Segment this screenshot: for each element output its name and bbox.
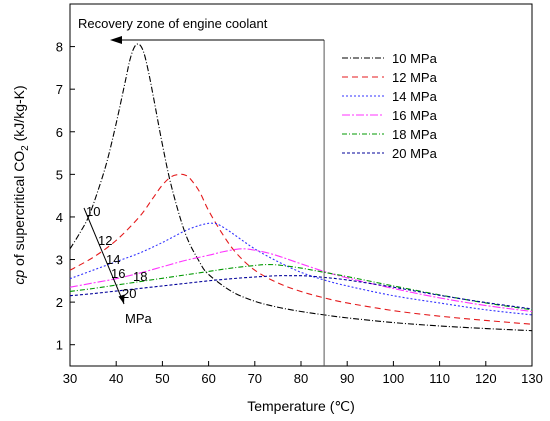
series-curves <box>69 43 533 332</box>
series-line-6 <box>69 275 533 310</box>
y-tick-label: 3 <box>56 253 63 268</box>
x-tick-label: 100 <box>383 371 405 386</box>
y-axis-title: cp of supercritical CO2 (kJ/kg-K) <box>11 85 31 284</box>
y-tick-label: 4 <box>56 210 63 225</box>
y-tick-label: 5 <box>56 167 63 182</box>
x-tick-label: 120 <box>475 371 497 386</box>
pressure-label: 10 <box>86 204 100 219</box>
pressure-unit-label: MPa <box>125 311 153 326</box>
pressure-label: 16 <box>111 266 125 281</box>
series-line-3 <box>69 222 533 316</box>
x-tick-label: 30 <box>63 371 77 386</box>
y-axis-title-symbol: cp <box>11 270 27 285</box>
x-tick-label: 70 <box>248 371 262 386</box>
series-line-4 <box>69 248 533 313</box>
x-tick-label: 110 <box>429 371 450 386</box>
x-tick-label: 90 <box>340 371 354 386</box>
x-tick-label: 40 <box>109 371 123 386</box>
y-tick-label: 1 <box>56 338 63 353</box>
pressure-label: 20 <box>122 286 136 301</box>
legend: 10 MPa 12 MPa 14 MPa 16 MPa 18 MPa 20 MPa <box>342 51 438 161</box>
y-axis-ticks: 1 2 3 4 5 6 7 8 <box>56 40 75 353</box>
y-tick-label: 8 <box>56 40 63 55</box>
legend-label: 12 MPa <box>392 70 438 85</box>
pressure-label: 12 <box>98 233 112 248</box>
y-axis-title-unit: (kJ/kg-K) <box>11 85 27 145</box>
x-tick-label: 60 <box>201 371 215 386</box>
y-axis-title-main: of supercritical CO <box>11 151 27 270</box>
y-axis-title-subscript: 2 <box>20 145 31 151</box>
pressure-arrow-line <box>83 207 125 305</box>
y-tick-label: 6 <box>56 125 63 140</box>
legend-label: 20 MPa <box>392 146 438 161</box>
recovery-zone-label: Recovery zone of engine coolant <box>78 16 268 31</box>
y-tick-label: 7 <box>56 82 63 97</box>
x-tick-label: 130 <box>521 371 543 386</box>
pressure-label: 14 <box>106 252 120 267</box>
legend-label: 16 MPa <box>392 108 438 123</box>
pressure-arrowhead <box>118 294 125 304</box>
series-line-2 <box>69 173 533 325</box>
pressure-label: 18 <box>133 269 147 284</box>
x-axis-title: Temperature (℃) <box>247 398 355 414</box>
legend-label: 14 MPa <box>392 89 438 104</box>
series-line-5 <box>69 263 533 311</box>
series-line-1 <box>69 43 533 332</box>
x-tick-label: 80 <box>294 371 308 386</box>
legend-label: 10 MPa <box>392 51 438 66</box>
x-tick-label: 50 <box>155 371 169 386</box>
x-axis-ticks: 30 40 50 60 70 80 90 100 110 120 130 <box>63 361 543 386</box>
recovery-zone-arrowhead <box>110 36 122 44</box>
legend-label: 18 MPa <box>392 127 438 142</box>
y-tick-label: 2 <box>56 295 63 310</box>
